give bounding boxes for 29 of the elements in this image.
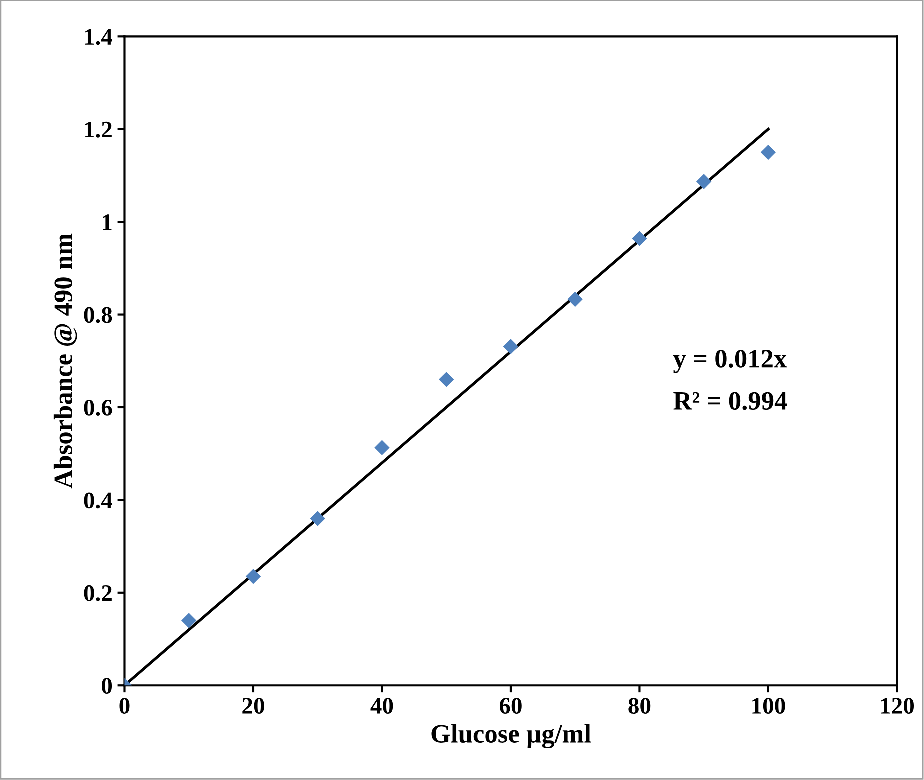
y-tick-label: 0.2 <box>84 585 112 602</box>
y-tick-label: 1.4 <box>85 29 112 46</box>
y-tick-label: 1.2 <box>85 122 112 138</box>
point <box>310 511 326 526</box>
point <box>568 292 583 308</box>
point <box>503 339 519 354</box>
x-tick-label: 80 <box>628 698 651 714</box>
point <box>632 231 648 246</box>
point <box>246 569 262 584</box>
annotation: y = 0.012x <box>673 350 788 374</box>
y-tick-label: 0.8 <box>84 307 112 324</box>
point <box>438 372 454 388</box>
x-axis-title: Glucose µg/ml <box>432 724 592 749</box>
point <box>696 174 712 190</box>
y-tick-label: 1 <box>103 214 112 230</box>
point <box>760 144 776 160</box>
y-axis-title: Absorbance @ 490 nm <box>54 234 78 489</box>
y-tick-label: 0.6 <box>84 400 112 416</box>
x-tick-label: 100 <box>752 698 786 714</box>
y-tick-label: 0 <box>102 678 112 694</box>
point <box>374 440 390 456</box>
x-tick-label: 40 <box>370 698 394 714</box>
x-tick-label: 0 <box>120 698 130 714</box>
x-tick-label: 20 <box>242 698 264 714</box>
annotation: R² = 0.994 <box>674 392 788 410</box>
x-tick-label: 120 <box>881 698 914 714</box>
y-tick-label: 0.4 <box>84 492 112 509</box>
point <box>182 613 197 628</box>
x-tick-label: 60 <box>500 698 522 714</box>
